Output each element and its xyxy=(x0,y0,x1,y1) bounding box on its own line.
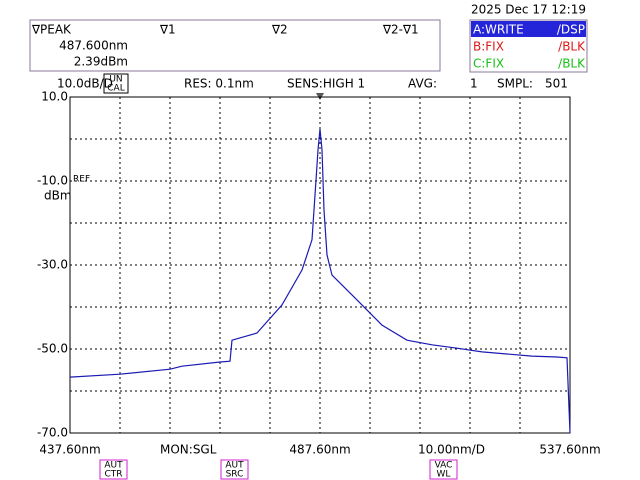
soft-button[interactable] xyxy=(429,459,458,480)
x-tick-label: 487.60nm xyxy=(289,443,350,457)
trace-line xyxy=(69,128,571,434)
trace-c[interactable]: C:FIX xyxy=(473,57,504,71)
soft-button-label[interactable]: WL xyxy=(437,470,451,480)
soft-button[interactable] xyxy=(99,459,128,480)
datetime: 2025 Dec 17 12:19 xyxy=(471,3,586,17)
soft-button-label[interactable]: VAC xyxy=(435,461,453,471)
uncal-2: CAL xyxy=(107,84,124,94)
avg-label: AVG: xyxy=(408,77,437,91)
scale: 10.0dB/D xyxy=(57,77,113,91)
sensitivity: SENS:HIGH 1 xyxy=(287,77,365,91)
uncal-box xyxy=(103,73,129,94)
marker-2: ∇2 xyxy=(271,23,288,37)
soft-button-label[interactable]: CTR xyxy=(104,470,122,480)
smpl-label: SMPL: xyxy=(497,77,533,91)
y-tick-label: 10.0 xyxy=(41,90,68,104)
soft-button-label[interactable]: AUT xyxy=(104,461,123,471)
avg-value: 1 xyxy=(470,77,478,91)
marker-panel xyxy=(29,19,441,72)
marker-diff: ∇2-∇1 xyxy=(382,23,419,37)
soft-button-label[interactable]: AUT xyxy=(225,461,244,471)
y-tick-label: -70.0 xyxy=(37,426,68,440)
soft-button[interactable] xyxy=(220,459,249,480)
trace-panel xyxy=(469,19,588,73)
peak-label: ∇PEAK xyxy=(31,23,72,37)
peak-wavelength: 487.600nm xyxy=(59,39,128,53)
smpl-value: 501 xyxy=(545,77,568,91)
peak-level: 2.39dBm xyxy=(74,55,128,69)
ref-label: REF xyxy=(73,175,90,185)
y-unit: dBm xyxy=(44,189,72,203)
plot-frame xyxy=(69,96,571,434)
x-tick-label: 537.60nm xyxy=(539,443,600,457)
y-tick-label: -30.0 xyxy=(37,258,68,272)
trace-c-mode[interactable]: /BLK xyxy=(558,57,586,71)
marker-1: ∇1 xyxy=(159,23,176,37)
span-per-div: 10.00nm/D xyxy=(418,443,485,457)
trace-b-mode[interactable]: /BLK xyxy=(558,40,586,54)
resolution: RES: 0.1nm xyxy=(184,77,254,91)
soft-button-label[interactable]: SRC xyxy=(226,470,244,480)
y-tick-label: -50.0 xyxy=(37,342,68,356)
active-trace-highlight xyxy=(471,21,586,37)
trace-a[interactable]: A:WRITE xyxy=(473,23,524,37)
x-tick-label: 437.60nm xyxy=(39,443,100,457)
uncal-1: UN xyxy=(109,75,122,85)
monitor: MON:SGL xyxy=(160,443,217,457)
trace-b[interactable]: B:FIX xyxy=(473,40,504,54)
trace-a-mode[interactable]: /DSP xyxy=(557,23,585,37)
y-tick-label: -10.0 xyxy=(37,174,68,188)
